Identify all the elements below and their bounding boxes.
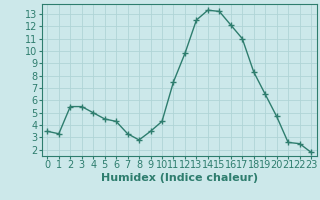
X-axis label: Humidex (Indice chaleur): Humidex (Indice chaleur) [100,173,258,183]
